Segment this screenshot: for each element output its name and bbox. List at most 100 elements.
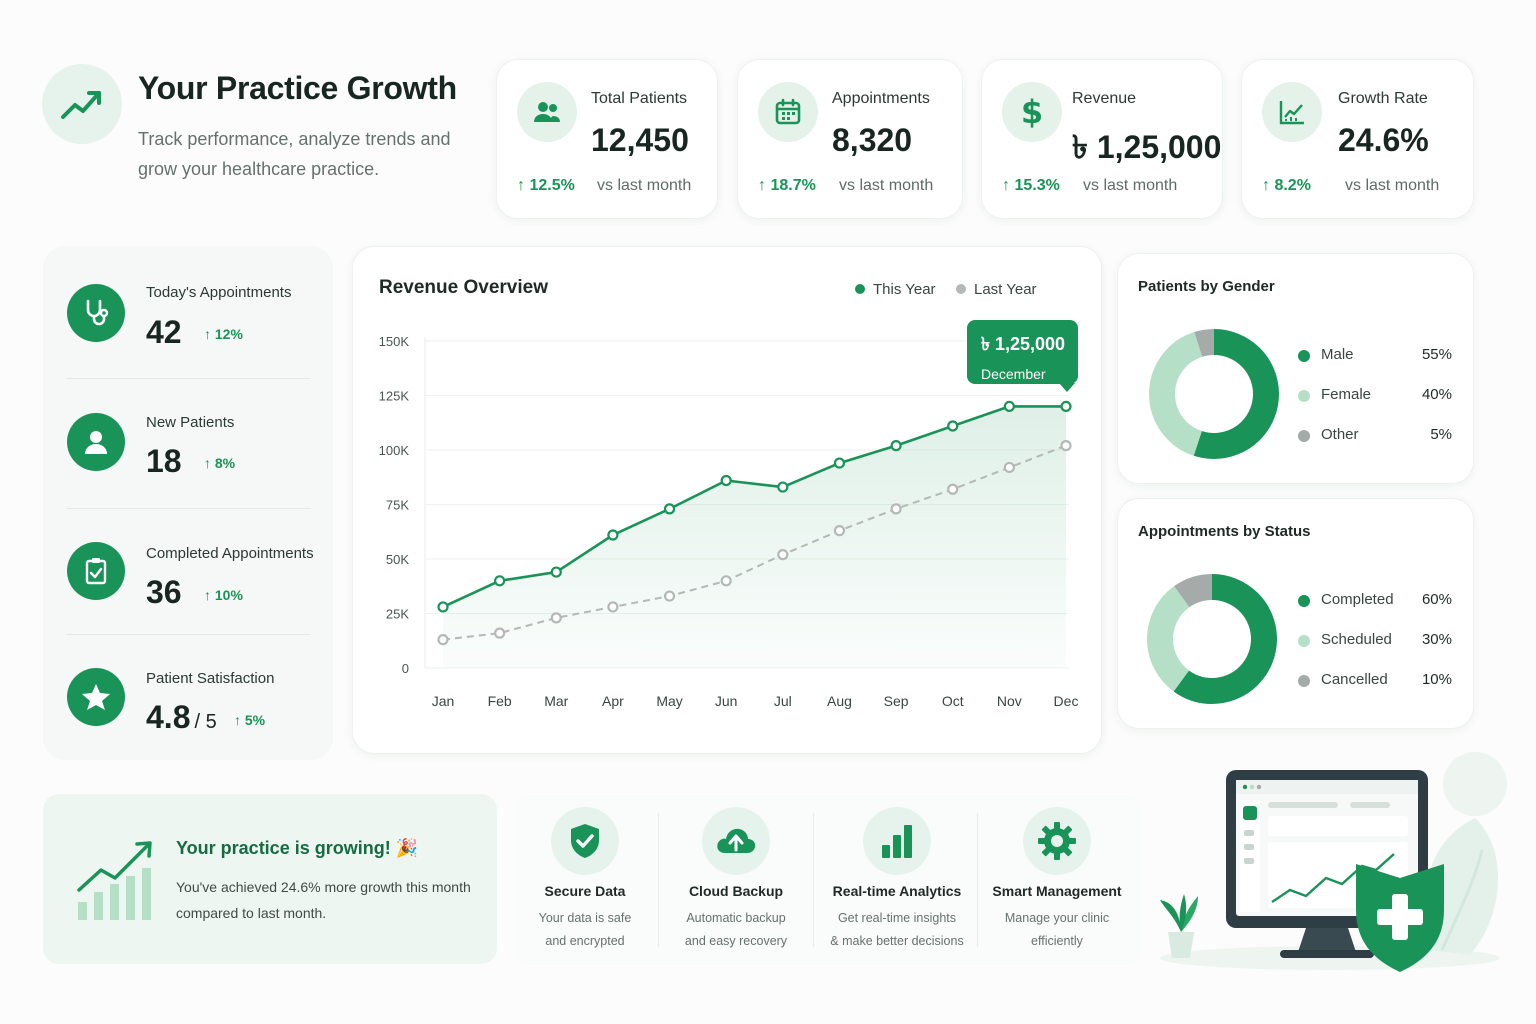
legend-dot [1298,675,1310,687]
stat-comparison: vs last month [1345,177,1440,194]
data-point [947,420,959,432]
x-tick-label: Sep [884,693,909,709]
summary-value: 42 [146,314,182,350]
x-tick-label: May [656,693,682,709]
stat-card-total-patients[interactable]: Total Patients 12,450 ↑ 12.5% vs last mo… [496,59,718,219]
card-title: Patients by Gender [1138,278,1275,295]
stat-value: 8,320 [832,122,913,158]
data-point [833,457,846,469]
x-tick-label: Dec [1054,693,1079,709]
stat-label: Revenue [1072,90,1137,107]
summary-label: Today's Appointments [146,284,292,301]
feature-desc: Automatic backup and easy recovery [684,911,788,948]
page-title: Your Practice Growth [138,70,457,106]
stat-comparison: vs last month [1083,177,1178,194]
bar-chart-icon [863,807,931,875]
data-point [607,529,619,541]
stat-label: Total Patients [591,90,688,107]
revenue-line-chart[interactable]: 0 25K 50K 75K 100K 125K 150K Jan Feb Mar Apr May Jun… [353,247,1103,755]
shield-check-icon [551,807,619,875]
tooltip-value: ৳ 1,25,000 [981,334,1066,354]
status-donut-chart[interactable] [1142,569,1282,709]
summary-change: ↑ 10% [204,587,243,603]
summary-change: ↑ 12% [204,326,243,342]
data-point [890,503,902,515]
feature-title: Real-time Analytics [832,883,962,899]
clipboard-check-icon [67,542,125,600]
stat-card-appointments[interactable]: Appointments 8,320 ↑ 18.7% vs last month [737,59,963,219]
summary-value: 36 [146,574,182,610]
stat-label: Appointments [832,90,930,107]
donut-slice [1149,329,1279,459]
data-point [550,612,562,624]
features-strip: Secure Data Your data is safe and encrypt… [515,795,1141,965]
feature-desc: Your data is safe and encrypted [538,911,632,948]
revenue-area-fill [443,406,1066,668]
gender-donut-chart[interactable] [1144,324,1284,464]
feature-title: Smart Management [992,883,1122,899]
appointments-by-status-card: Appointments by Status Completed 60% Sche… [1117,498,1474,729]
legend-last-year[interactable]: Last Year [956,281,1037,298]
stat-card-growth-rate[interactable]: Growth Rate 24.6% ↑ 8.2% vs last month [1241,59,1474,219]
summary-label: Completed Appointments [146,545,314,562]
data-point [720,575,732,587]
divider [813,813,814,947]
legend-dot [1298,635,1310,647]
feature-cloud-backup: Cloud Backup Automatic backup and easy re… [663,795,809,965]
data-point [833,525,846,537]
feature-secure-data: Secure Data Your data is safe and encrypt… [515,795,655,965]
donut-slice [1149,329,1279,459]
card-title: Appointments by Status [1138,523,1311,540]
x-tick-label: Feb [488,693,512,709]
data-point [663,590,676,602]
summary-value: 4.8/ 5 [146,699,217,735]
stat-label: Growth Rate [1338,90,1428,107]
growth-chart-icon [1262,82,1322,142]
series-line [442,405,1066,609]
data-point [777,481,789,493]
data-point [1060,440,1072,452]
feature-desc: Manage your clinic efficiently [1004,911,1110,948]
growth-banner: Your practice is growing! 🎉 You've achie… [43,794,497,964]
y-tick-label: 0 [402,661,409,676]
chart-title: Revenue Overview [379,277,548,298]
data-point [947,483,959,495]
stethoscope-icon [67,284,125,342]
stat-card-revenue[interactable]: $ Revenue ৳ 1,25,000 ↑ 15.3% vs last mon… [981,59,1223,219]
y-tick-label: 100K [379,443,410,458]
x-tick-label: Apr [602,693,624,709]
page-subtitle: Track performance, analyze trends and gr… [138,129,451,179]
growth-bars-icon [77,841,152,920]
legend-this-year[interactable]: This Year [855,281,936,298]
summary-label: Patient Satisfaction [146,670,275,687]
y-tick-label: 150K [379,334,410,349]
feature-title: Cloud Backup [688,883,784,899]
divider [977,813,978,947]
legend-dot [1298,350,1310,362]
growth-trend-icon [42,64,122,144]
data-point [663,503,676,515]
today-summary-panel: Today's Appointments 42 ↑ 12% New Patien… [43,246,333,760]
monitor-illustration [1160,752,1507,972]
revenue-overview-card: Revenue Overview This Year Last Year 0 25… [352,246,1102,754]
patients-by-gender-card: Patients by Gender Male 55% Female 40% Oth… [1117,253,1474,484]
patients-icon [517,82,577,142]
data-point [1003,461,1015,474]
data-point [437,601,449,613]
chart-tooltip: ৳ 1,25,000 December [967,320,1078,392]
data-point [1003,400,1015,412]
stat-change: ↑ 15.3% [1002,177,1060,194]
x-tick-label: Jul [774,693,792,709]
stat-change: ↑ 12.5% [517,177,575,194]
legend-dot [1298,430,1310,442]
summary-change: ↑ 8% [204,455,236,471]
calendar-icon [758,82,818,142]
donut-slice [1147,574,1277,704]
x-tick-label: Oct [942,693,964,709]
tooltip-pointer [1059,383,1075,392]
star-icon [67,668,125,726]
data-point [720,474,732,487]
feature-realtime-analytics: Real-time Analytics Get real-time insigh… [818,795,976,965]
data-point [494,627,506,639]
legend-dot [1298,595,1310,607]
